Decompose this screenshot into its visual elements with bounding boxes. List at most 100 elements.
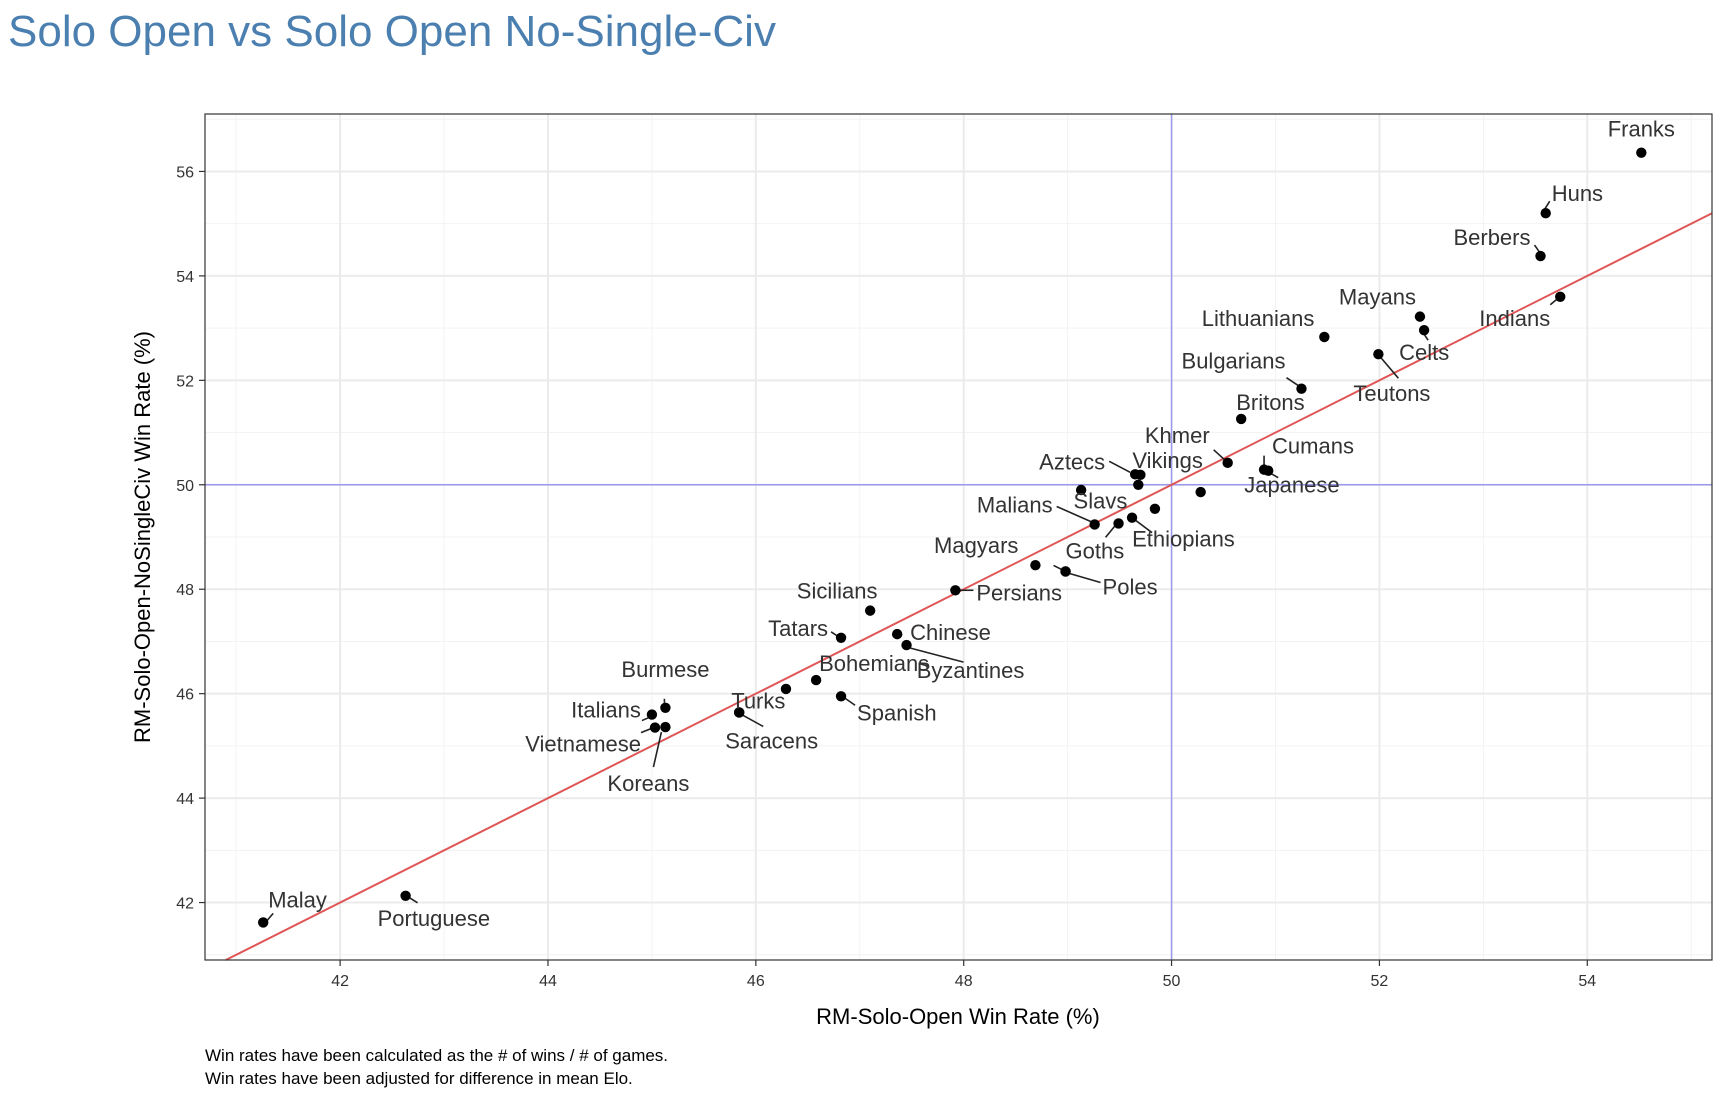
x-tick-label: 52 bbox=[1371, 973, 1389, 990]
point-label: Bohemians bbox=[819, 651, 929, 676]
data-point bbox=[1373, 349, 1384, 360]
data-point bbox=[1636, 147, 1647, 158]
leader-line bbox=[1549, 299, 1557, 306]
leader-line bbox=[1544, 200, 1551, 210]
y-tick-label: 42 bbox=[176, 896, 194, 913]
data-point bbox=[1319, 331, 1330, 343]
data-point bbox=[660, 702, 671, 713]
point-label: Byzantines bbox=[917, 658, 1025, 683]
data-point bbox=[1089, 519, 1100, 530]
leader-line bbox=[640, 727, 652, 734]
point-label: Malians bbox=[977, 492, 1053, 517]
minor-gridlines bbox=[205, 114, 1712, 960]
point-label: Turks bbox=[731, 688, 785, 713]
data-point bbox=[1263, 465, 1274, 476]
leader-line bbox=[266, 912, 274, 921]
point-label: Tatars bbox=[768, 616, 828, 641]
leader-line bbox=[1213, 449, 1226, 461]
leader-line bbox=[1104, 525, 1116, 538]
point-label: Portuguese bbox=[378, 906, 491, 931]
data-point bbox=[810, 674, 822, 686]
point-label: Lithuanians bbox=[1202, 306, 1315, 331]
leader-line bbox=[1380, 357, 1399, 379]
leader-line bbox=[1108, 460, 1131, 474]
data-point bbox=[1133, 479, 1144, 490]
data-point bbox=[1075, 484, 1087, 496]
leader-line bbox=[1286, 377, 1299, 387]
point-label: Magyars bbox=[934, 533, 1018, 558]
y-tick-label: 56 bbox=[176, 164, 194, 181]
leader-line bbox=[830, 631, 838, 637]
leader-line bbox=[742, 714, 764, 728]
y-axis-label: RM-Solo-Open-NoSingleCiv Win Rate (%) bbox=[130, 331, 155, 743]
x-axis-label: RM-Solo-Open Win Rate (%) bbox=[816, 1004, 1100, 1029]
data-point bbox=[258, 917, 269, 928]
point-label: Malay bbox=[268, 887, 327, 912]
point-labels: Franks Huns Berbers Indians Mayans Celts Lithu… bbox=[268, 117, 1675, 931]
y-tick-label: 46 bbox=[176, 687, 194, 704]
point-label: Bulgarians bbox=[1182, 349, 1286, 374]
point-label: Slavs bbox=[1074, 488, 1128, 513]
data-point bbox=[1113, 518, 1124, 529]
point-label: Aztecs bbox=[1039, 449, 1105, 474]
point-label: Poles bbox=[1103, 574, 1158, 599]
leader-line bbox=[1056, 505, 1091, 523]
leader-line bbox=[1053, 564, 1062, 571]
point-label: Japanese bbox=[1244, 473, 1339, 498]
y-tick-label: 48 bbox=[176, 582, 194, 599]
x-axis-ticks: 42 44 46 48 50 52 54 bbox=[331, 960, 1596, 990]
point-label: Italians bbox=[571, 698, 641, 723]
point-label: Huns bbox=[1552, 181, 1603, 206]
y-tick-label: 50 bbox=[176, 478, 194, 495]
data-point bbox=[1195, 486, 1206, 498]
data-point bbox=[1555, 291, 1566, 302]
x-tick-label: 42 bbox=[331, 973, 349, 990]
leader-line bbox=[1533, 244, 1541, 253]
data-point bbox=[400, 890, 411, 901]
diagonal-fit-line bbox=[225, 212, 1713, 961]
data-point bbox=[1540, 208, 1551, 219]
point-label: Khmer bbox=[1145, 423, 1210, 448]
data-point bbox=[1126, 512, 1138, 523]
data-point bbox=[1535, 250, 1546, 262]
data-point bbox=[780, 683, 792, 695]
leader-line bbox=[1270, 472, 1279, 479]
point-label: Spanish bbox=[857, 700, 937, 725]
chart-title: Solo Open vs Solo Open No-Single-Civ bbox=[8, 7, 776, 56]
data-point bbox=[660, 721, 671, 733]
reference-lines bbox=[205, 114, 1712, 960]
data-point bbox=[1060, 566, 1071, 577]
y-tick-label: 52 bbox=[176, 373, 194, 390]
label-leader-lines bbox=[266, 200, 1557, 921]
data-point bbox=[1235, 413, 1247, 425]
point-label: Burmese bbox=[621, 657, 709, 682]
point-label: Vikings bbox=[1132, 448, 1203, 473]
data-point bbox=[1222, 457, 1233, 469]
leader-line bbox=[641, 716, 650, 722]
point-label: Vietnamese bbox=[525, 732, 641, 757]
point-label: Indians bbox=[1479, 306, 1550, 331]
point-label: Teutons bbox=[1353, 381, 1430, 406]
y-tick-label: 54 bbox=[176, 269, 194, 286]
leader-line bbox=[652, 731, 663, 768]
leader-line bbox=[910, 647, 964, 663]
point-label: Cumans bbox=[1272, 434, 1354, 459]
data-point bbox=[734, 707, 745, 718]
point-label: Koreans bbox=[607, 771, 689, 796]
data-point bbox=[901, 639, 912, 651]
leader-line bbox=[409, 897, 419, 904]
leader-line bbox=[844, 697, 856, 706]
point-label: Berbers bbox=[1453, 225, 1530, 250]
plot-border bbox=[204, 113, 1713, 961]
data-point bbox=[950, 585, 961, 596]
leader-line bbox=[1135, 520, 1153, 534]
point-label: Goths bbox=[1066, 538, 1125, 563]
data-point bbox=[1030, 560, 1041, 571]
data-point bbox=[1418, 325, 1430, 336]
point-label: Britons bbox=[1236, 390, 1304, 415]
x-tick-label: 48 bbox=[955, 973, 973, 990]
data-point bbox=[646, 709, 658, 720]
data-point bbox=[1135, 469, 1146, 481]
data-point bbox=[835, 632, 847, 643]
